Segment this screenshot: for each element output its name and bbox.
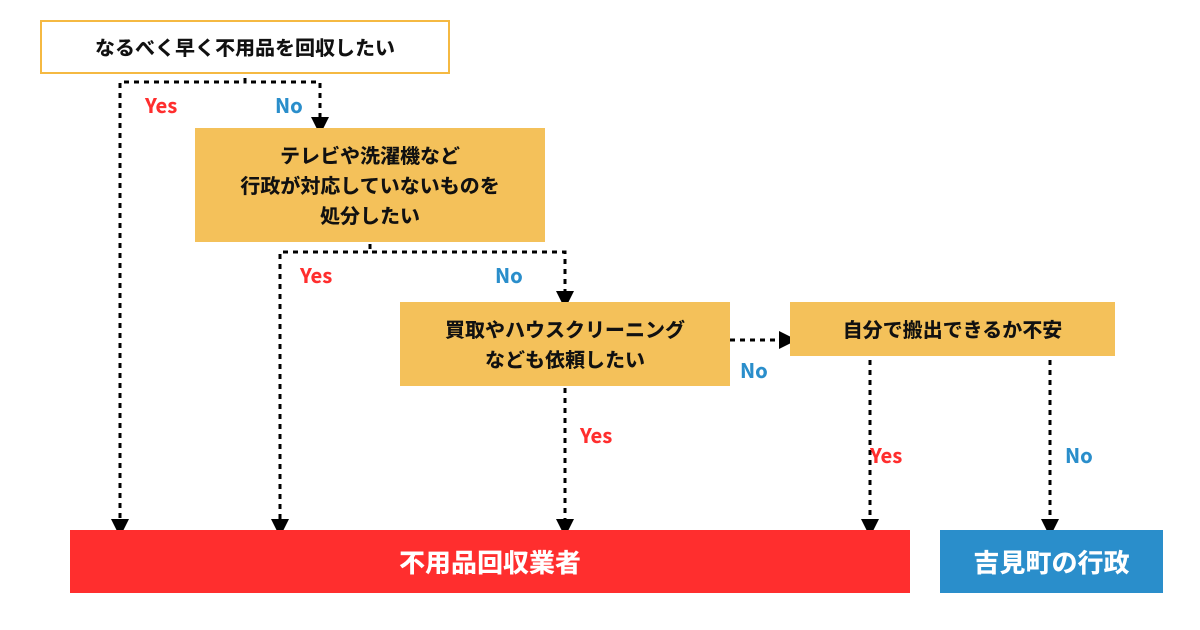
- result-collector: 不用品回収業者: [70, 530, 910, 593]
- d2-text: テレビや洗濯機など行政が対応していないものを処分したい: [240, 140, 499, 230]
- edge-label-yes-6: Yes: [870, 440, 902, 469]
- edge-label-yes-0: Yes: [145, 90, 177, 119]
- resultB-text: 吉見町の行政: [973, 542, 1129, 581]
- decision-node-4: 自分で搬出できるか不安: [790, 302, 1115, 356]
- edge-label-yes-2: Yes: [300, 260, 332, 289]
- d3-text: 買取やハウスクリーニングなども依頼したい: [445, 314, 685, 374]
- edge-label-no-1: No: [275, 90, 303, 119]
- edge-label-yes-4: Yes: [580, 420, 612, 449]
- decision-node-3: 買取やハウスクリーニングなども依頼したい: [400, 302, 730, 386]
- resultA-text: 不用品回収業者: [399, 542, 581, 581]
- edge-label-no-3: No: [495, 260, 523, 289]
- edge-label-no-7: No: [1065, 440, 1093, 469]
- start-node: なるべく早く不用品を回収したい: [40, 20, 450, 74]
- edge-label-no-5: No: [740, 355, 768, 384]
- result-municipality: 吉見町の行政: [940, 530, 1163, 593]
- decision-node-2: テレビや洗濯機など行政が対応していないものを処分したい: [195, 128, 545, 242]
- start-text: なるべく早く不用品を回収したい: [95, 32, 395, 62]
- d4-text: 自分で搬出できるか不安: [843, 314, 1063, 344]
